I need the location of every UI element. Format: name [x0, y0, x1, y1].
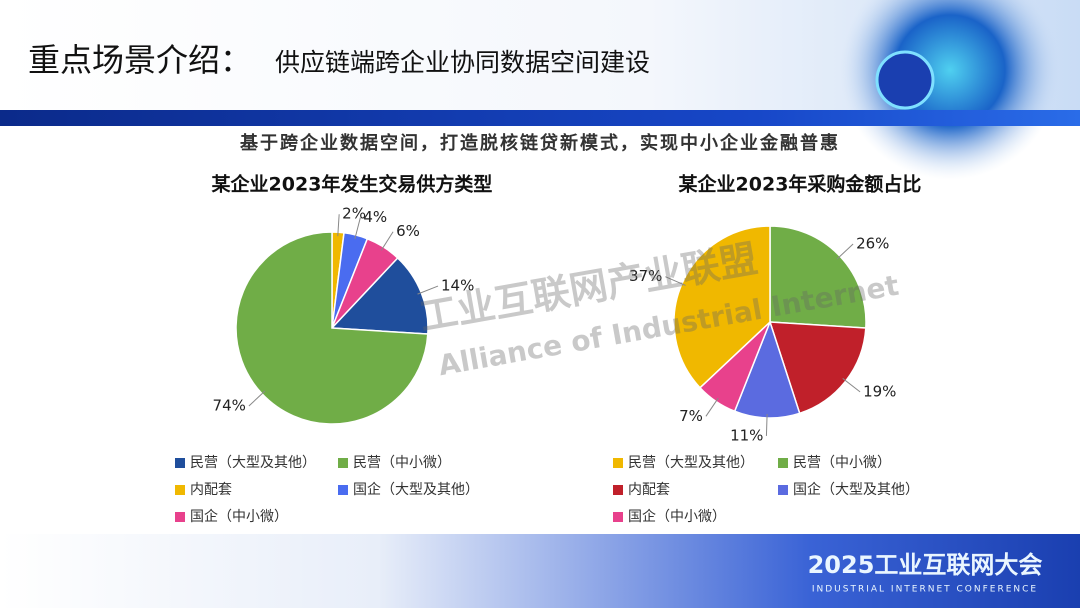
chart-title: 某企业2023年采购金额占比: [679, 173, 922, 196]
chart-title: 某企业2023年发生交易供方类型: [212, 173, 493, 196]
slide-title-detail: 供应链端跨企业协同数据空间建设: [275, 48, 650, 77]
legend-label: 国企（中小微）: [190, 508, 288, 525]
legend-swatch: [778, 458, 788, 468]
legend-swatch: [778, 485, 788, 495]
legend-swatch: [613, 458, 623, 468]
legend-label: 国企（大型及其他）: [353, 481, 479, 498]
legend-label: 内配套: [190, 482, 232, 498]
data-label: 11%: [730, 426, 763, 444]
legend-label: 民营（中小微）: [793, 455, 891, 471]
legend-swatch: [338, 458, 348, 468]
data-label: 26%: [856, 234, 889, 252]
data-label: 74%: [213, 397, 246, 415]
legend-label: 国企（大型及其他）: [793, 481, 919, 498]
legend-swatch: [175, 458, 185, 468]
leader-line: [417, 285, 439, 295]
leader-line: [354, 217, 361, 240]
slide-subtitle: 基于跨企业数据空间，打造脱核链贷新模式，实现中小企业金融普惠: [239, 132, 840, 154]
header-decoration: [840, 0, 1060, 180]
header-bar: [0, 110, 1080, 126]
footer-subtitle: INDUSTRIAL INTERNET CONFERENCE: [812, 585, 1038, 595]
data-label: 14%: [441, 277, 474, 295]
data-label: 6%: [396, 222, 420, 240]
legend-label: 民营（中小微）: [353, 455, 451, 471]
leader-line: [705, 397, 719, 417]
legend-swatch: [613, 512, 623, 522]
data-label: 37%: [629, 267, 662, 285]
legend-swatch: [175, 485, 185, 495]
data-label: 19%: [863, 382, 896, 400]
legend-swatch: [338, 485, 348, 495]
leader-line: [836, 243, 854, 260]
legend-swatch: [175, 512, 185, 522]
legend-swatch: [613, 485, 623, 495]
legend-label: 内配套: [628, 482, 670, 498]
legend-label: 民营（大型及其他）: [628, 455, 754, 471]
slide-title: 重点场景介绍：: [28, 41, 252, 79]
data-label: 4%: [363, 208, 387, 226]
leader-line: [380, 231, 394, 251]
leader-line: [665, 276, 686, 286]
footer-band: [0, 534, 1080, 608]
leader-line: [842, 377, 861, 393]
footer-title: 2025工业互联网大会: [808, 551, 1043, 579]
leader-line: [337, 214, 340, 237]
leader-line: [765, 413, 768, 436]
leader-line: [248, 390, 266, 407]
legend-label: 民营（大型及其他）: [190, 455, 316, 471]
data-label: 7%: [679, 407, 703, 425]
header-logo: [875, 50, 935, 110]
legend-label: 国企（中小微）: [628, 508, 726, 525]
